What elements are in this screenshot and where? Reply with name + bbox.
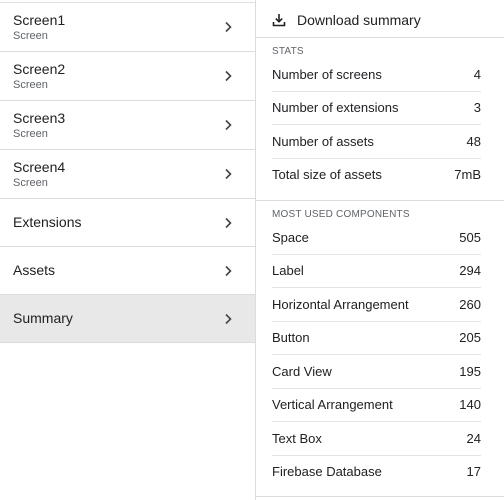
stat-row-assets: Number of assets 48 [272,133,481,149]
component-label: Space [272,229,309,245]
nav-item-screen4[interactable]: Screen4 Screen [0,150,255,199]
component-row-label: Label 294 [272,262,481,278]
component-label: Horizontal Arrangement [272,296,409,312]
nav-item-screen1[interactable]: Screen1 Screen [0,3,255,52]
stat-label: Number of assets [272,133,374,149]
top-divider [0,2,255,3]
chevron-right-icon [225,21,232,33]
nav-item-label: Extensions [13,214,82,230]
chevron-right-icon [225,265,232,276]
component-count: 140 [459,396,481,412]
component-count: 24 [466,430,481,446]
nav-item-summary[interactable]: Summary [0,295,255,343]
component-count: 260 [459,296,481,312]
component-row-space: Space 505 [272,229,481,245]
stat-row-extensions: Number of extensions 3 [272,99,481,115]
navigation-pane: Screen1 Screen Screen2 Screen Screen3 Sc… [0,2,255,343]
nav-item-subtitle: Screen [13,176,48,189]
component-count: 17 [466,463,481,479]
nav-list: Screen1 Screen Screen2 Screen Screen3 Sc… [0,3,255,343]
nav-item-subtitle: Screen [13,29,48,42]
nav-item-label: Screen1 [13,11,66,28]
row-divider [272,388,481,389]
stats-section-title: STATS [272,46,304,57]
component-count: 505 [459,229,481,245]
section-divider [256,200,504,201]
stat-label: Number of screens [272,66,382,82]
summary-pane: Download summary STATS Number of screens… [255,0,504,500]
row-divider [272,287,481,288]
component-label: Firebase Database [272,463,382,479]
stat-row-screens: Number of screens 4 [272,66,481,82]
stat-value: 3 [473,99,481,115]
section-divider [256,37,504,38]
components-section-title: MOST USED COMPONENTS [272,209,410,220]
nav-item-label: Assets [13,262,56,278]
nav-item-subtitle: Screen [13,127,48,140]
component-row-button: Button 205 [272,329,481,345]
row-divider [272,321,481,322]
component-row-card-view: Card View 195 [272,363,481,379]
nav-item-label: Screen4 [13,158,66,175]
row-divider [272,455,481,456]
download-summary-label: Download summary [297,12,421,28]
row-divider [272,354,481,355]
row-divider [272,158,481,159]
component-label: Card View [272,363,332,379]
stat-value: 4 [473,66,481,82]
chevron-right-icon [225,119,232,131]
component-count: 294 [459,262,481,278]
component-row-vertical-arrangement: Vertical Arrangement 140 [272,396,481,412]
component-count: 205 [459,329,481,345]
row-divider [272,124,481,125]
stat-value: 7mB [454,166,481,182]
component-row-text-box: Text Box 24 [272,430,481,446]
stat-label: Total size of assets [272,166,382,182]
component-label: Button [272,329,310,345]
nav-item-label: Screen2 [13,60,66,77]
chevron-right-icon [225,70,232,82]
nav-item-label: Screen3 [13,109,66,126]
stat-label: Number of extensions [272,99,399,115]
nav-item-screen2[interactable]: Screen2 Screen [0,52,255,101]
nav-item-label: Summary [13,310,73,326]
component-row-horizontal-arrangement: Horizontal Arrangement 260 [272,296,481,312]
download-icon [272,14,286,27]
row-divider [272,421,481,422]
component-label: Vertical Arrangement [272,396,393,412]
stat-row-total-size: Total size of assets 7mB [272,166,481,182]
component-count: 195 [459,363,481,379]
component-label: Text Box [272,430,322,446]
stat-value: 48 [466,133,481,149]
chevron-right-icon [225,168,232,180]
download-summary-button[interactable]: Download summary [272,10,421,30]
nav-item-extensions[interactable]: Extensions [0,199,255,247]
bottom-divider [256,496,504,497]
component-row-firebase-database: Firebase Database 17 [272,463,481,479]
nav-item-screen3[interactable]: Screen3 Screen [0,101,255,150]
chevron-right-icon [225,217,232,228]
nav-item-assets[interactable]: Assets [0,247,255,295]
row-divider [272,91,481,92]
chevron-right-icon [225,313,232,324]
nav-item-subtitle: Screen [13,78,48,91]
row-divider [272,254,481,255]
component-label: Label [272,262,304,278]
